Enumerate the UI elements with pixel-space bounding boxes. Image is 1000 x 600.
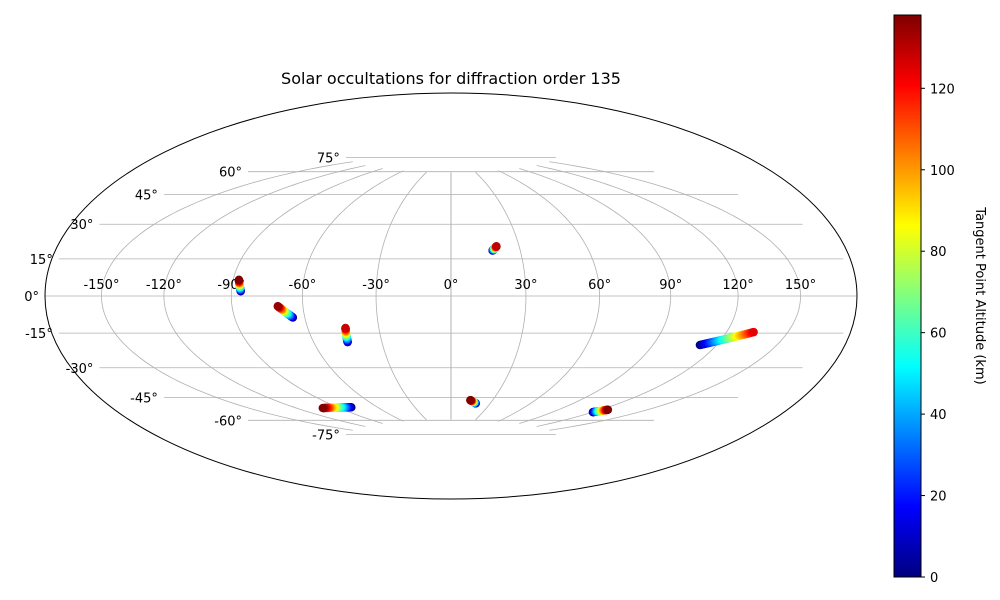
longitude-tick-label: 90° xyxy=(659,278,682,293)
colorbar-label: Tangent Point Altitude (km) xyxy=(972,206,987,384)
occultation-point xyxy=(273,302,282,311)
longitude-tick-label: -150° xyxy=(83,278,119,293)
occultation-point xyxy=(341,323,350,333)
latitude-tick-label: -30° xyxy=(66,362,94,377)
colorbar-tick-label: 120 xyxy=(930,82,955,97)
colorbar-tick-label: 40 xyxy=(930,408,947,423)
occultation-point xyxy=(466,396,475,405)
data-points xyxy=(234,242,758,417)
longitude-tick-label: 60° xyxy=(588,278,611,293)
longitude-tick-label: -60° xyxy=(289,278,317,293)
latitude-tick-label: 60° xyxy=(219,166,242,181)
longitude-tick-label: -30° xyxy=(362,278,390,293)
latitude-tick-label: -15° xyxy=(25,327,53,342)
occultation-point xyxy=(603,405,613,414)
latitude-tick-label: -75° xyxy=(312,429,340,444)
latitude-tick-label: 30° xyxy=(70,218,93,233)
colorbar-tick-label: 100 xyxy=(930,164,955,179)
longitude-tick-label: 0° xyxy=(444,278,459,293)
colorbar-ticks: 0 20 40 60 80 100 120 xyxy=(921,82,955,586)
longitude-tick-label: 120° xyxy=(722,278,753,293)
map-boundary xyxy=(44,92,858,500)
occultation-point xyxy=(234,275,244,284)
colorbar-tick-label: 20 xyxy=(930,490,947,505)
chart-title: Solar occultations for diffraction order… xyxy=(281,69,621,88)
latitude-tick-label: -60° xyxy=(214,414,242,429)
latitude-tick-label: -45° xyxy=(130,392,158,407)
grid xyxy=(45,156,857,436)
colorbar-tick-label: 80 xyxy=(930,245,947,260)
colorbar-tick-label: 0 xyxy=(930,571,938,586)
colorbar xyxy=(893,14,922,578)
longitude-tick-label: -120° xyxy=(146,278,182,293)
latitude-tick-label: 0° xyxy=(24,290,39,305)
latitude-tick-label: 15° xyxy=(30,253,53,268)
longitude-tick-label: 150° xyxy=(785,278,816,293)
occultation-point xyxy=(749,327,758,337)
latitude-tick-label: 45° xyxy=(135,189,158,204)
occultation-point xyxy=(492,242,501,251)
longitude-tick-label: 30° xyxy=(514,278,537,293)
latitude-tick-labels: -75° -60° -45° -30° -15° 0° 15° 30° 45° 60° 75° xyxy=(24,151,340,443)
latitude-tick-label: 75° xyxy=(317,151,340,166)
longitude-tick-labels: -150° -120° -90° -60° -30° 0° 30° 60° 90° 120° 150… xyxy=(83,278,816,293)
occultation-point xyxy=(318,403,327,413)
colorbar-tick-label: 60 xyxy=(930,327,947,342)
